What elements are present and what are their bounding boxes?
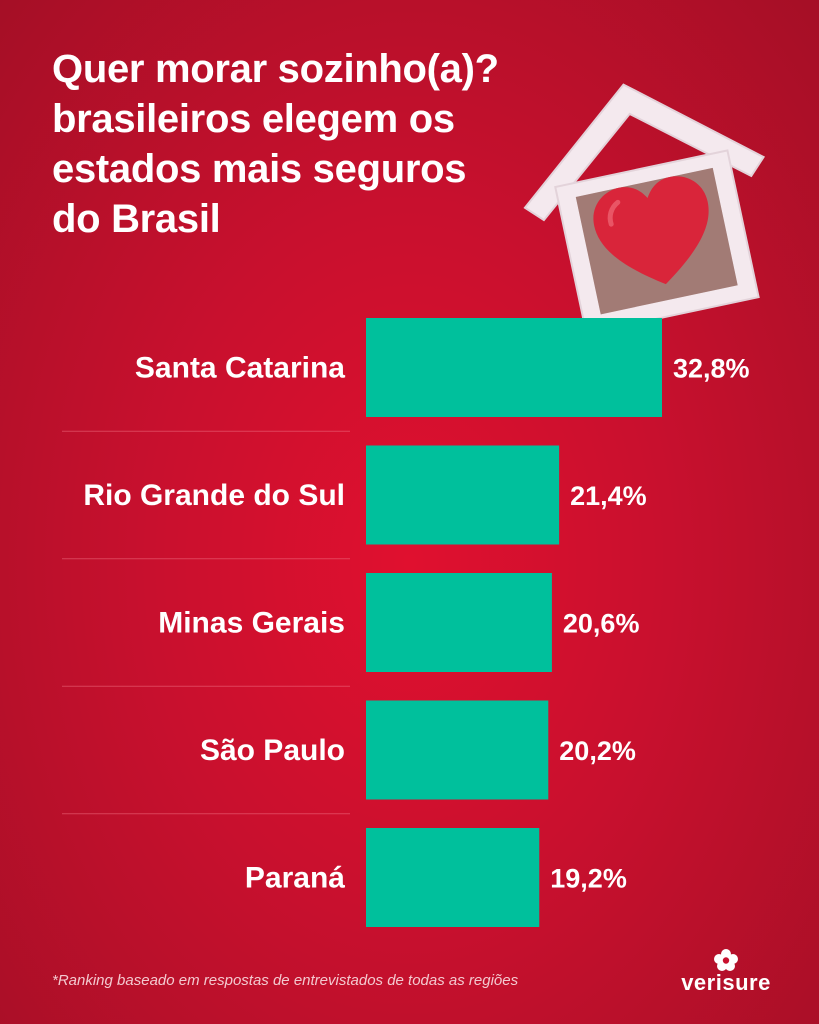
value-label: 20,6% <box>563 609 640 639</box>
title-line: Quer morar sozinho(a)? <box>52 47 499 91</box>
category-label: Paraná <box>245 862 345 895</box>
category-label: Rio Grande do Sul <box>83 479 345 512</box>
title-line: brasileiros elegem os <box>52 97 455 141</box>
bar <box>366 700 549 800</box>
brand-logo: verisure <box>676 948 776 996</box>
value-label: 32,8% <box>673 354 750 384</box>
chart-title: Quer morar sozinho(a)? brasileiros elege… <box>52 44 522 244</box>
category-label: Minas Gerais <box>158 607 345 640</box>
value-label: 20,2% <box>559 736 636 766</box>
bar <box>366 828 540 927</box>
bar <box>366 318 662 417</box>
bar <box>366 573 552 672</box>
verisure-flower-icon <box>714 949 738 971</box>
footnote: *Ranking baseado em respostas de entrevi… <box>52 972 519 989</box>
value-label: 19,2% <box>550 864 627 894</box>
category-label: São Paulo <box>200 734 345 767</box>
category-label: Santa Catarina <box>135 352 345 385</box>
bar <box>366 445 560 545</box>
house-heart-icon <box>523 83 766 330</box>
brand-name: verisure <box>681 970 771 995</box>
title-line: estados mais seguros <box>52 147 467 191</box>
value-label: 21,4% <box>570 481 647 511</box>
title-line: do Brasil <box>52 197 221 241</box>
